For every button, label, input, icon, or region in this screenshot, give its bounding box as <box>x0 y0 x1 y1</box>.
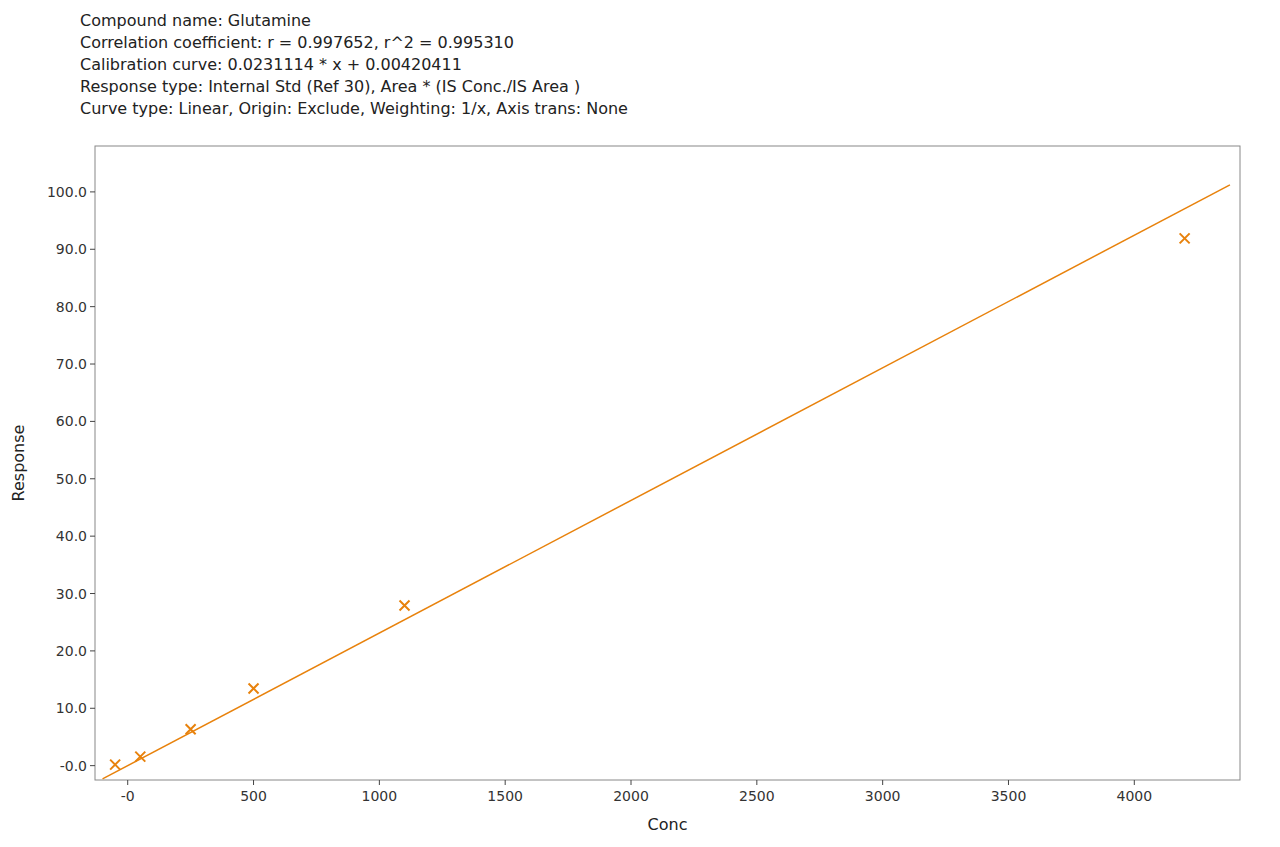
axes: -0 500 1000 1500 2000 2500 3000 3500 4000 -0.0 10.… <box>47 184 1152 804</box>
x-tick <box>1134 780 1135 785</box>
y-tick <box>90 364 95 365</box>
x-tick-label: 2500 <box>739 788 775 804</box>
x-tick <box>756 780 757 785</box>
title-line: Response type: Internal Std (Ref 30), Ar… <box>80 77 580 96</box>
chart: Compound name: Glutamine Correlation coef… <box>0 0 1280 847</box>
y-tick <box>90 191 95 192</box>
y-tick-label: 70.0 <box>56 356 87 372</box>
data-marks <box>103 185 1230 779</box>
x-tick-label: 500 <box>240 788 267 804</box>
data-point <box>1180 233 1190 243</box>
data-point <box>110 760 120 770</box>
x-tick <box>127 780 128 785</box>
y-tick-label: 30.0 <box>56 586 87 602</box>
y-tick <box>90 421 95 422</box>
title-line: Calibration curve: 0.0231114 * x + 0.004… <box>80 55 462 74</box>
title-line: Correlation coefficient: r = 0.997652, r… <box>80 33 514 52</box>
calibration-line <box>103 185 1230 779</box>
x-tick <box>631 780 632 785</box>
x-tick-label: 3500 <box>991 788 1027 804</box>
y-tick-label: 60.0 <box>56 413 87 429</box>
y-tick-label: 10.0 <box>56 700 87 716</box>
y-tick <box>90 593 95 594</box>
y-tick-label: 40.0 <box>56 528 87 544</box>
x-tick-label: 1000 <box>362 788 398 804</box>
x-tick-label: 2000 <box>613 788 649 804</box>
x-tick-label: -0 <box>121 788 135 804</box>
x-tick <box>253 780 254 785</box>
y-tick <box>90 765 95 766</box>
plot-frame <box>95 146 1240 780</box>
y-tick <box>90 478 95 479</box>
y-tick-label: 90.0 <box>56 241 87 257</box>
title-line: Curve type: Linear, Origin: Exclude, Wei… <box>80 99 628 118</box>
data-point <box>186 724 196 734</box>
y-tick-label: 20.0 <box>56 643 87 659</box>
y-tick-label: -0.0 <box>60 758 87 774</box>
title-line: Compound name: Glutamine <box>80 11 311 30</box>
y-tick-label: 50.0 <box>56 471 87 487</box>
y-tick <box>90 708 95 709</box>
x-tick <box>1008 780 1009 785</box>
x-tick <box>505 780 506 785</box>
x-tick-label: 4000 <box>1116 788 1152 804</box>
data-point <box>400 601 410 611</box>
y-tick <box>90 650 95 651</box>
y-tick <box>90 536 95 537</box>
y-axis-label: Response <box>9 425 28 502</box>
y-tick <box>90 249 95 250</box>
data-point <box>249 683 259 693</box>
x-tick-label: 1500 <box>487 788 523 804</box>
x-tick-label: 3000 <box>865 788 901 804</box>
x-axis-label: Conc <box>648 815 688 834</box>
x-tick <box>882 780 883 785</box>
y-tick-label: 80.0 <box>56 299 87 315</box>
data-point <box>135 752 145 762</box>
y-tick <box>90 306 95 307</box>
y-tick-label: 100.0 <box>47 184 87 200</box>
x-tick <box>379 780 380 785</box>
